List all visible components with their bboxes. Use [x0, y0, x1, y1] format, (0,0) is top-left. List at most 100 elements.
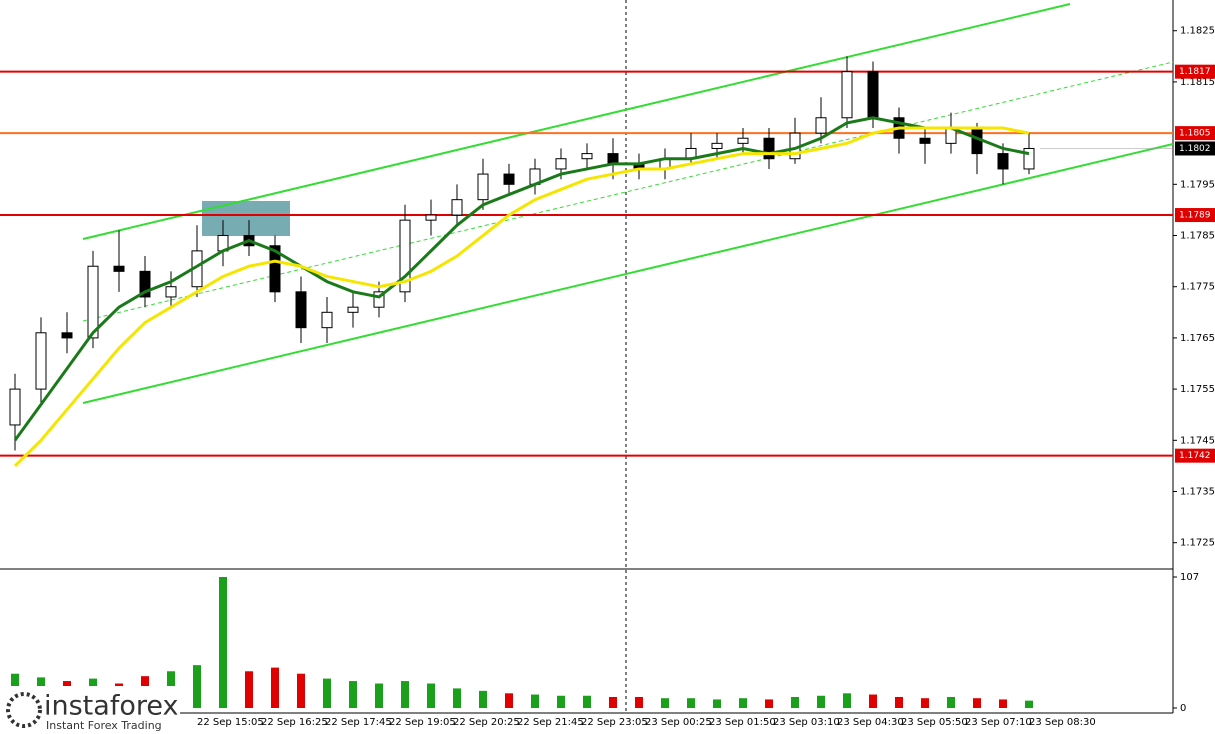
candle-body — [841, 71, 853, 119]
candle-body — [867, 71, 879, 119]
time-label: 22 Sep 20:25 — [453, 717, 520, 728]
y-tick-label: 1.1775 — [1180, 282, 1215, 293]
candle-body — [919, 137, 931, 144]
moving-average — [13, 116, 1030, 442]
y-tick-label: 1.1765 — [1180, 333, 1215, 344]
y-tick-label: 1.1725 — [1180, 538, 1215, 549]
logo-name: instaforex — [44, 691, 178, 722]
volume-bar — [791, 696, 799, 708]
volume-bar — [973, 698, 981, 708]
volume-tick-label: 0 — [1180, 703, 1186, 714]
volume-tick-label: 107 — [1180, 572, 1199, 583]
candle-body — [451, 199, 463, 216]
candle-body — [711, 142, 723, 149]
candle-body — [165, 286, 177, 298]
time-label: 23 Sep 08:30 — [1029, 717, 1096, 728]
y-tick-label: 1.1795 — [1180, 179, 1215, 190]
volume-bar — [687, 698, 695, 708]
volume-bar — [531, 694, 539, 708]
candle-body — [477, 173, 489, 201]
candle-body — [425, 214, 437, 221]
candle-body — [295, 291, 307, 329]
volume-bar — [427, 683, 435, 708]
volume-bar — [323, 678, 331, 708]
volume-bar — [869, 694, 877, 708]
candle-body — [139, 270, 151, 298]
moving-average — [13, 126, 1030, 467]
level-tag-label: 1.1805 — [1179, 129, 1211, 139]
volume-bar — [375, 683, 383, 708]
volume-bar — [765, 699, 773, 708]
volume-bar — [271, 667, 279, 708]
level-tag — [1175, 64, 1215, 79]
candle-body — [607, 153, 619, 165]
time-label: 22 Sep 15:05 — [197, 717, 264, 728]
volume-bar — [817, 695, 825, 708]
time-label: 23 Sep 07:10 — [965, 717, 1032, 728]
level-tag-label: 1.1789 — [1179, 211, 1211, 221]
candle-body — [763, 137, 775, 160]
time-label: 22 Sep 19:05 — [389, 717, 456, 728]
time-label: 22 Sep 17:45 — [325, 717, 392, 728]
candle-body — [503, 173, 515, 185]
logo-tagline: Instant Forex Trading — [46, 719, 162, 732]
logo-icon — [6, 692, 42, 728]
channel-lower — [82, 143, 1174, 404]
time-label: 23 Sep 01:50 — [709, 717, 776, 728]
level-tag-label: 1.1742 — [1179, 451, 1211, 461]
y-tick-label: 1.1755 — [1180, 384, 1215, 395]
current-price-tag — [1175, 141, 1215, 156]
volume-bar — [895, 696, 903, 708]
current-price-label: 1.1802 — [1179, 144, 1211, 154]
volume-bar — [245, 671, 253, 708]
volume-bar — [1025, 700, 1033, 708]
candle-body — [87, 265, 99, 339]
volume-bar — [661, 698, 669, 708]
volume-bar — [219, 577, 227, 708]
candle-body — [35, 332, 47, 390]
volume-bar — [401, 681, 409, 708]
volume-bar — [609, 696, 617, 708]
volume-bar — [843, 693, 851, 708]
candle-body — [269, 245, 281, 293]
channel-middle — [82, 61, 1174, 322]
volume-bar — [479, 690, 487, 708]
candle-body — [399, 219, 411, 293]
candle-body — [321, 311, 333, 329]
y-tick-label: 1.1735 — [1180, 487, 1215, 498]
volume-bar — [583, 695, 591, 708]
signal-zone — [202, 201, 290, 236]
candle-body — [555, 158, 567, 170]
time-label: 22 Sep 23:05 — [581, 717, 648, 728]
time-label: 23 Sep 03:10 — [773, 717, 840, 728]
volume-bar — [947, 696, 955, 708]
candle-body — [581, 153, 593, 160]
y-tick-label: 1.1785 — [1180, 231, 1215, 242]
candle-body — [373, 291, 385, 308]
candle-body — [815, 117, 827, 134]
candle-body — [61, 332, 73, 339]
time-label: 22 Sep 16:25 — [261, 717, 328, 728]
volume-bar — [713, 699, 721, 708]
volume-bar — [453, 688, 461, 708]
volume-bar — [999, 699, 1007, 708]
volume-bar — [505, 693, 513, 708]
volume-bar — [193, 665, 201, 708]
candle-body — [737, 137, 749, 144]
volume-bar — [635, 696, 643, 708]
time-label: 23 Sep 04:30 — [837, 717, 904, 728]
level-tag — [1175, 448, 1215, 463]
candle-body — [9, 388, 21, 426]
y-tick-label: 1.1745 — [1180, 435, 1215, 446]
volume-bar — [297, 673, 305, 708]
level-tag-label: 1.1817 — [1179, 67, 1211, 77]
volume-bar — [921, 698, 929, 708]
volume-bar — [557, 695, 565, 708]
y-tick-label: 1.1815 — [1180, 77, 1215, 88]
channel-upper — [82, 3, 1071, 240]
volume-bar — [349, 681, 357, 708]
candle-body — [347, 306, 359, 313]
time-label: 23 Sep 00:25 — [645, 717, 712, 728]
volume-bar — [739, 698, 747, 708]
